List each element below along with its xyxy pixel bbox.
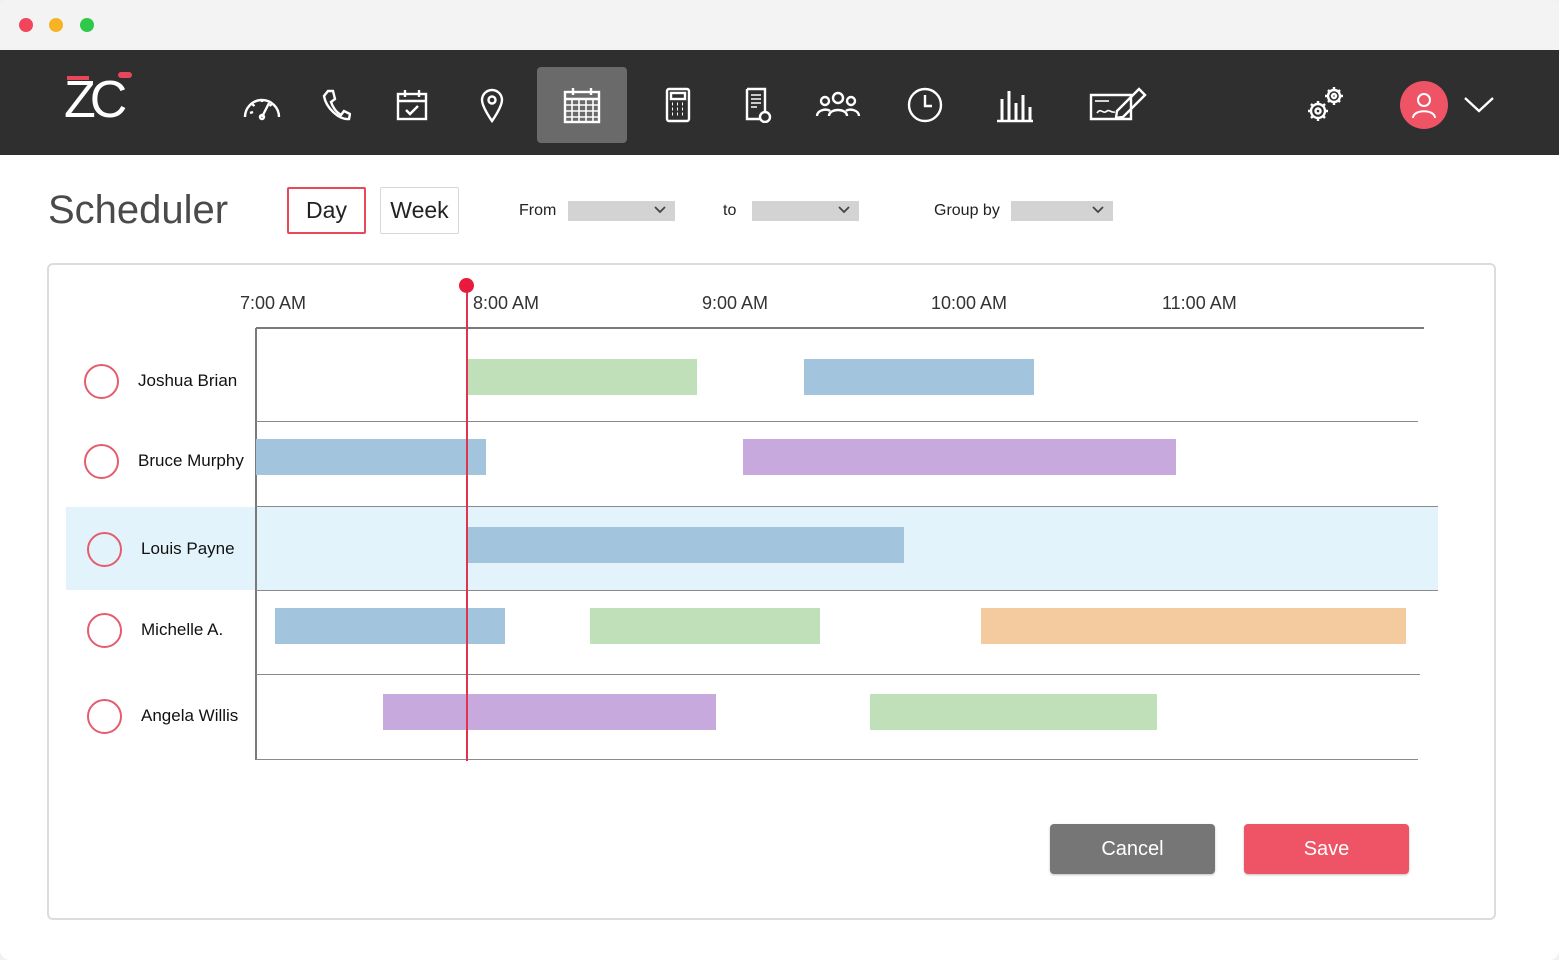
row-divider bbox=[256, 674, 1420, 675]
week-view-button[interactable]: Week bbox=[380, 187, 459, 234]
event-block[interactable] bbox=[743, 439, 1177, 475]
clock-icon[interactable] bbox=[880, 67, 970, 143]
row-select-radio[interactable] bbox=[87, 532, 122, 567]
hour-label: 10:00 AM bbox=[931, 293, 1008, 313]
day-view-button[interactable]: Day bbox=[287, 187, 366, 234]
row-select-radio[interactable] bbox=[84, 364, 119, 399]
team-people-icon[interactable] bbox=[793, 67, 883, 143]
row-divider bbox=[256, 590, 1438, 591]
row-name: Louis Payne bbox=[141, 539, 235, 558]
title-bar bbox=[0, 0, 1559, 50]
chevron-down-icon bbox=[838, 206, 850, 214]
chevron-down-icon bbox=[654, 206, 666, 214]
close-window-button[interactable] bbox=[19, 18, 33, 32]
chevron-down-icon[interactable] bbox=[1462, 94, 1496, 116]
signature-check-icon[interactable] bbox=[1072, 67, 1162, 143]
from-select[interactable] bbox=[568, 201, 675, 221]
page-title: Scheduler bbox=[48, 188, 229, 232]
scheduler-panel bbox=[47, 263, 1496, 920]
event-block[interactable] bbox=[980, 608, 1407, 644]
timeline-left-border bbox=[255, 328, 257, 760]
row-select-radio[interactable] bbox=[87, 699, 122, 734]
row-name: Michelle A. bbox=[141, 620, 224, 639]
event-block[interactable] bbox=[467, 527, 904, 563]
event-block[interactable] bbox=[804, 359, 1035, 395]
hour-label: 11:00 AM bbox=[1162, 293, 1237, 313]
hour-label: 7:00 AM bbox=[240, 293, 307, 313]
phone-icon[interactable] bbox=[291, 67, 381, 143]
dashboard-speedometer-icon[interactable] bbox=[217, 67, 307, 143]
current-time-marker[interactable] bbox=[459, 278, 474, 293]
event-block[interactable] bbox=[275, 608, 506, 644]
invoice-document-icon[interactable] bbox=[713, 67, 803, 143]
event-block[interactable] bbox=[256, 439, 487, 475]
calendar-check-icon[interactable] bbox=[367, 67, 457, 143]
row-name: Angela Willis bbox=[141, 706, 239, 725]
row-divider bbox=[256, 759, 1418, 760]
to-label: to bbox=[723, 202, 737, 219]
maximize-window-button[interactable] bbox=[80, 18, 94, 32]
gears-icon[interactable] bbox=[1280, 67, 1370, 143]
hour-label: 8:00 AM bbox=[473, 293, 540, 313]
current-time-line bbox=[466, 287, 468, 761]
hour-label: 9:00 AM bbox=[702, 293, 769, 313]
group-by-select[interactable] bbox=[1011, 201, 1113, 221]
row-select-radio[interactable] bbox=[87, 613, 122, 648]
app-logo[interactable]: ZC bbox=[64, 70, 144, 130]
row-name: Joshua Brian bbox=[138, 371, 238, 390]
group-by-label: Group by bbox=[934, 202, 1000, 219]
to-select[interactable] bbox=[752, 201, 859, 221]
time-axis bbox=[256, 327, 1424, 329]
row-select-radio[interactable] bbox=[84, 444, 119, 479]
user-icon bbox=[1412, 93, 1436, 119]
row-divider bbox=[256, 421, 1418, 422]
event-block[interactable] bbox=[869, 694, 1157, 730]
event-block[interactable] bbox=[467, 359, 697, 395]
top-navbar: ZC bbox=[0, 50, 1559, 155]
scheduler-calendar-icon[interactable] bbox=[537, 67, 627, 143]
event-block[interactable] bbox=[382, 694, 717, 730]
calculator-icon[interactable] bbox=[633, 67, 723, 143]
user-avatar[interactable] bbox=[1400, 81, 1448, 129]
minimize-window-button[interactable] bbox=[49, 18, 63, 32]
event-block[interactable] bbox=[589, 608, 820, 644]
cancel-button[interactable]: Cancel bbox=[1050, 824, 1215, 874]
bar-chart-icon[interactable] bbox=[970, 67, 1060, 143]
row-divider bbox=[256, 506, 1438, 507]
chevron-down-icon bbox=[1092, 206, 1104, 214]
save-button[interactable]: Save bbox=[1244, 824, 1409, 874]
from-label: From bbox=[519, 202, 557, 219]
location-pin-icon[interactable] bbox=[447, 67, 537, 143]
row-name: Bruce Murphy bbox=[138, 451, 244, 470]
